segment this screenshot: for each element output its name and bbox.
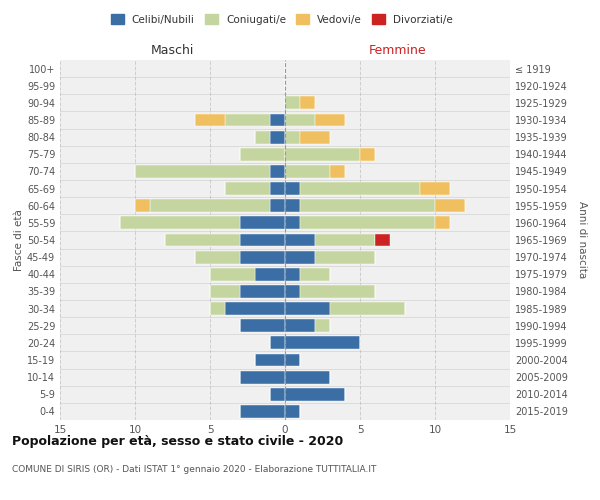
Bar: [300, 96, 315, 110]
Bar: [435, 200, 465, 212]
Bar: [285, 250, 315, 264]
Bar: [360, 148, 375, 160]
Bar: [240, 148, 285, 160]
Bar: [270, 165, 285, 178]
Bar: [285, 285, 300, 298]
Bar: [240, 370, 285, 384]
Bar: [165, 234, 240, 246]
Bar: [285, 336, 360, 349]
Bar: [135, 165, 270, 178]
Y-axis label: Anni di nascita: Anni di nascita: [577, 202, 587, 278]
Bar: [330, 165, 345, 178]
Bar: [270, 388, 285, 400]
Bar: [285, 200, 300, 212]
Bar: [255, 354, 285, 366]
Bar: [285, 130, 300, 143]
Bar: [300, 200, 435, 212]
Text: COMUNE DI SIRIS (OR) - Dati ISTAT 1° gennaio 2020 - Elaborazione TUTTITALIA.IT: COMUNE DI SIRIS (OR) - Dati ISTAT 1° gen…: [12, 465, 376, 474]
Bar: [270, 336, 285, 349]
Bar: [255, 268, 285, 280]
Bar: [315, 250, 375, 264]
Bar: [285, 320, 315, 332]
Bar: [270, 182, 285, 195]
Bar: [240, 234, 285, 246]
Bar: [435, 216, 450, 230]
Legend: Celibi/Nubili, Coniugati/e, Vedovi/e, Divorziati/e: Celibi/Nubili, Coniugati/e, Vedovi/e, Di…: [107, 10, 457, 29]
Text: Popolazione per età, sesso e stato civile - 2020: Popolazione per età, sesso e stato civil…: [12, 435, 343, 448]
Bar: [300, 216, 435, 230]
Bar: [210, 302, 225, 315]
Bar: [300, 182, 420, 195]
Bar: [315, 234, 375, 246]
Bar: [300, 268, 330, 280]
Bar: [285, 182, 300, 195]
Bar: [285, 114, 315, 126]
Bar: [285, 370, 330, 384]
Bar: [255, 130, 270, 143]
Bar: [270, 130, 285, 143]
Bar: [285, 165, 330, 178]
Bar: [195, 114, 225, 126]
Bar: [240, 320, 285, 332]
Bar: [240, 250, 285, 264]
Bar: [225, 302, 285, 315]
Text: Femmine: Femmine: [368, 44, 427, 57]
Bar: [330, 302, 405, 315]
Text: Maschi: Maschi: [151, 44, 194, 57]
Bar: [210, 268, 255, 280]
Bar: [285, 354, 300, 366]
Bar: [300, 285, 375, 298]
Bar: [375, 234, 390, 246]
Bar: [315, 114, 345, 126]
Bar: [240, 405, 285, 418]
Bar: [285, 216, 300, 230]
Bar: [135, 200, 150, 212]
Bar: [285, 234, 315, 246]
Y-axis label: Fasce di età: Fasce di età: [14, 209, 24, 271]
Bar: [240, 216, 285, 230]
Bar: [420, 182, 450, 195]
Bar: [285, 96, 300, 110]
Bar: [210, 285, 240, 298]
Bar: [285, 148, 360, 160]
Bar: [300, 130, 330, 143]
Bar: [195, 250, 240, 264]
Bar: [285, 388, 345, 400]
Bar: [225, 114, 270, 126]
Bar: [270, 200, 285, 212]
Bar: [240, 285, 285, 298]
Bar: [285, 302, 330, 315]
Bar: [285, 405, 300, 418]
Bar: [120, 216, 240, 230]
Bar: [225, 182, 270, 195]
Bar: [150, 200, 270, 212]
Bar: [285, 268, 300, 280]
Bar: [315, 320, 330, 332]
Bar: [270, 114, 285, 126]
